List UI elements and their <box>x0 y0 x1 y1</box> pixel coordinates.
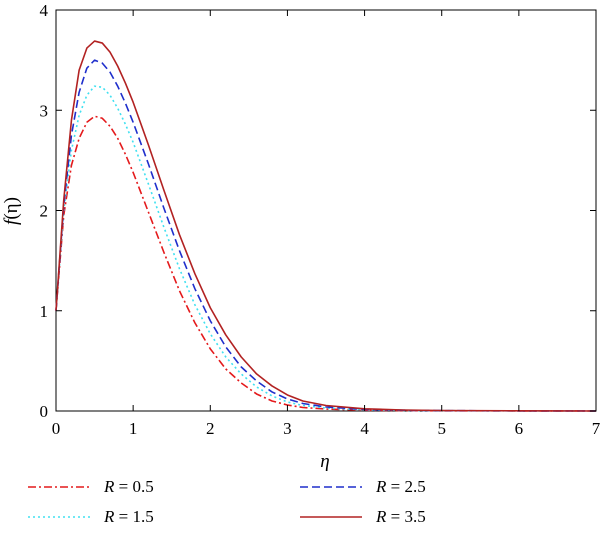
y-tick-label: 1 <box>40 302 49 321</box>
legend-item-1: R = 0.5 <box>28 477 154 496</box>
legend-label-var: R <box>103 477 115 496</box>
plot-area <box>55 9 597 412</box>
legend-item-4: R = 3.5 <box>300 507 426 526</box>
legend-label: R = 1.5 <box>103 507 154 526</box>
legend-label-value: = 3.5 <box>386 507 425 526</box>
y-tick-label: 2 <box>40 202 49 221</box>
y-axis-label-arg: (η) <box>1 197 22 220</box>
legend-label-var: R <box>103 507 115 526</box>
series-line-2 <box>55 85 597 412</box>
series-line-4 <box>55 40 597 412</box>
legend-label: R = 2.5 <box>375 477 426 496</box>
x-axis-label: η <box>320 451 329 472</box>
plot-frame <box>55 9 597 412</box>
legend-label-var: R <box>375 507 387 526</box>
y-tick-label: 4 <box>40 1 49 20</box>
legend-label-value: = 2.5 <box>386 477 425 496</box>
legend-item-3: R = 2.5 <box>300 477 426 496</box>
x-tick-label: 7 <box>592 419 600 438</box>
x-tick-label: 1 <box>129 419 138 438</box>
y-axis-label: f(η) <box>1 197 22 225</box>
series-line-1 <box>55 115 597 412</box>
y-tick-label: 3 <box>40 101 49 120</box>
legend-label-value: = 1.5 <box>114 507 153 526</box>
legend: R = 0.5R = 1.5R = 2.5R = 3.5 <box>28 477 426 526</box>
x-tick-label: 0 <box>52 419 61 438</box>
legend-label: R = 3.5 <box>375 507 426 526</box>
series-layer <box>55 40 597 412</box>
legend-label-value: = 0.5 <box>114 477 153 496</box>
x-tick-label: 4 <box>360 419 369 438</box>
x-tick-label: 2 <box>206 419 215 438</box>
x-tick-label: 6 <box>515 419 524 438</box>
x-tick-label: 3 <box>283 419 292 438</box>
x-tick-label: 5 <box>437 419 446 438</box>
legend-item-2: R = 1.5 <box>28 507 154 526</box>
legend-label-var: R <box>375 477 387 496</box>
y-tick-label: 0 <box>40 402 49 421</box>
legend-label: R = 0.5 <box>103 477 154 496</box>
y-axis-label-main: f <box>1 217 22 225</box>
ticks-layer: 0 1 2 3 4 5 6 7 0 1 2 3 4 <box>40 1 600 438</box>
